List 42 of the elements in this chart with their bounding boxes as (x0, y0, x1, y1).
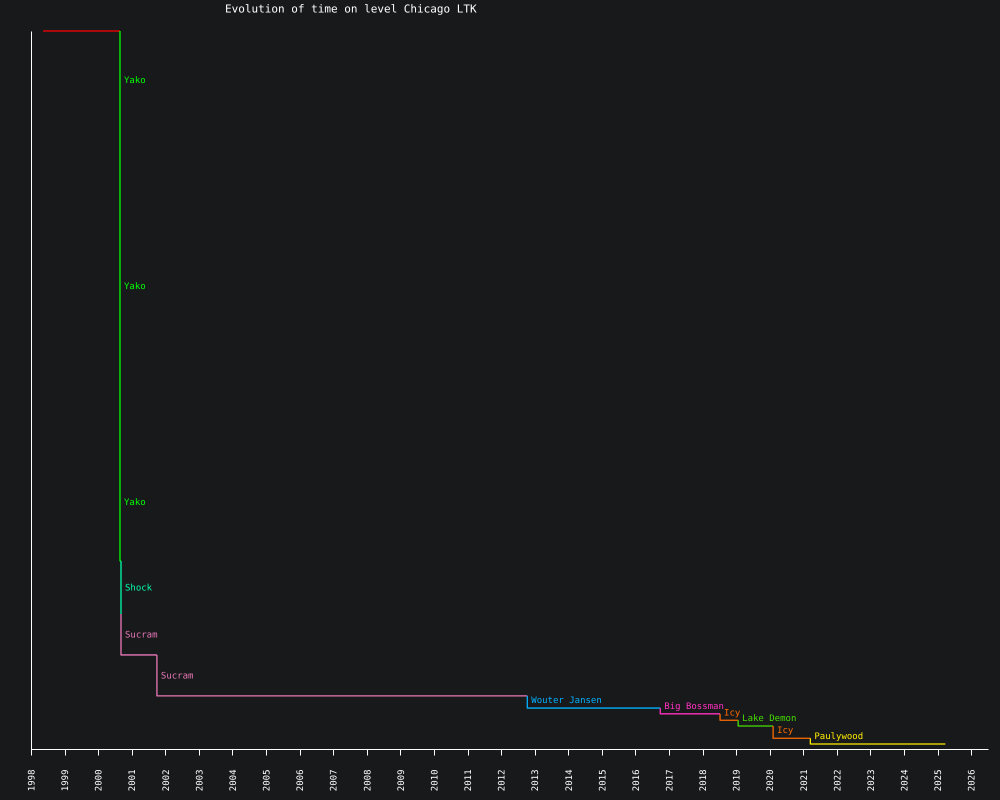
x-tick-label: 2011 (464, 770, 474, 792)
x-tick-label: 2022 (833, 770, 844, 792)
x-tick-label: 2023 (866, 770, 877, 792)
series-label: Icy (777, 726, 794, 736)
x-tick-label: 2024 (900, 770, 911, 792)
series-label: Yako (124, 76, 146, 86)
chart-title: Evolution of time on level Chicago LTK (225, 2, 478, 16)
series-label: Shock (124, 583, 153, 594)
series-label: Wouter Jansen (531, 696, 602, 706)
x-tick-label: 2001 (128, 770, 138, 792)
x-tick-label: 2010 (430, 770, 440, 792)
x-tick-label: 2021 (800, 770, 810, 792)
series-label: Big Bossman (664, 702, 724, 712)
series-label: Icy (724, 708, 741, 718)
x-tick-label: 2002 (162, 770, 172, 792)
x-tick-label: 2018 (699, 770, 710, 792)
series-label: Lake Demon (742, 714, 796, 724)
x-tick-label: 2007 (330, 770, 340, 792)
text: Yako (124, 498, 146, 508)
x-tick-label: 2012 (498, 770, 508, 792)
x-tick-label: 1998 (28, 770, 38, 792)
x-tick-label: 2005 (262, 770, 273, 792)
x-tick-label: 2026 (968, 770, 978, 792)
x-tick-label: 2004 (228, 770, 239, 792)
x-tick-label: 2009 (396, 770, 407, 792)
x-tick-label: 2020 (766, 770, 776, 792)
x-tick-label: 2025 (934, 770, 944, 792)
x-tick-label: 2019 (732, 770, 743, 792)
series-label: Sucram (160, 671, 194, 682)
x-tick-label: 2014 (564, 770, 575, 792)
x-tick-label: 1999 (61, 770, 72, 792)
x-tick-label: 2008 (363, 770, 374, 792)
x-tick-label: 2000 (94, 770, 105, 792)
x-tick-label: 2003 (195, 770, 206, 792)
series-label: Sucram (124, 630, 158, 640)
x-tick-label: 2015 (598, 770, 608, 792)
x-tick-label: 2016 (632, 770, 642, 792)
x-tick-label: 2013 (531, 770, 542, 792)
x-tick-label: 2017 (666, 770, 676, 792)
series-label: Paulywood (814, 732, 864, 742)
text: Yako (124, 282, 146, 292)
x-tick-label: 2006 (296, 770, 306, 792)
